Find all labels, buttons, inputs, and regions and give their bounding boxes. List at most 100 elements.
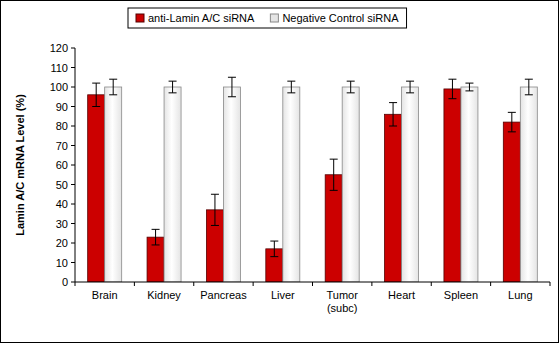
error-bar	[347, 81, 355, 93]
error-cap	[92, 83, 100, 84]
y-tick-label: 60	[56, 159, 68, 171]
x-tick	[490, 282, 491, 286]
y-tick-label: 10	[56, 257, 68, 269]
x-tick-label: Brain	[92, 289, 118, 301]
x-tick	[193, 282, 194, 286]
bar	[503, 122, 520, 282]
x-tick	[431, 282, 432, 286]
label-line: Lung	[508, 289, 532, 301]
bar	[88, 95, 105, 282]
error-cap	[406, 92, 414, 93]
label-line: (subc)	[327, 302, 358, 314]
x-tick-label: Tumor(subc)	[327, 289, 359, 314]
bar	[325, 175, 342, 282]
bar	[283, 87, 300, 282]
error-cap	[152, 229, 160, 230]
error-cap	[287, 92, 295, 93]
error-cap	[508, 112, 516, 113]
y-tick	[71, 282, 75, 283]
error-cap	[270, 256, 278, 257]
error-cap	[92, 106, 100, 107]
error-bar	[228, 77, 236, 97]
label-line: Pancreas	[200, 289, 247, 301]
y-tick	[71, 184, 75, 185]
error-cap	[211, 225, 219, 226]
error-stem	[333, 159, 334, 190]
x-tick-label: Pancreas	[200, 289, 247, 301]
error-cap	[508, 131, 516, 132]
x-tick-label: Spleen	[444, 289, 478, 301]
label-line: Spleen	[444, 289, 478, 301]
label-line: Kidney	[147, 289, 181, 301]
error-stem	[528, 79, 529, 95]
error-stem	[350, 81, 351, 93]
error-bar	[330, 159, 338, 190]
error-cap	[330, 190, 338, 191]
error-cap	[465, 90, 473, 91]
error-bar	[406, 81, 414, 93]
error-bar	[169, 81, 177, 93]
error-cap	[465, 83, 473, 84]
y-tick-label: 120	[50, 42, 68, 54]
error-cap	[169, 81, 177, 82]
error-cap	[152, 244, 160, 245]
y-tick-label: 90	[56, 101, 68, 113]
error-cap	[525, 79, 533, 80]
error-cap	[270, 241, 278, 242]
error-cap	[109, 94, 117, 95]
y-tick	[71, 67, 75, 68]
y-tick	[71, 165, 75, 166]
error-stem	[511, 112, 512, 132]
label-line: Tumor	[327, 289, 359, 301]
error-cap	[169, 92, 177, 93]
y-tick-label: 30	[56, 218, 68, 230]
error-stem	[469, 83, 470, 91]
plot-area	[88, 77, 538, 282]
y-tick-label: 100	[50, 81, 68, 93]
bar	[164, 87, 181, 282]
y-tick	[71, 262, 75, 263]
label-line: Liver	[271, 289, 295, 301]
error-stem	[291, 81, 292, 93]
error-cap	[448, 79, 456, 80]
error-cap	[330, 159, 338, 160]
x-tick	[134, 282, 135, 286]
x-tick	[253, 282, 254, 286]
error-bar	[508, 112, 516, 132]
legend-label: Negative Control siRNA	[282, 12, 399, 24]
x-tick-label: Lung	[508, 289, 532, 301]
error-cap	[448, 98, 456, 99]
error-stem	[113, 79, 114, 95]
chart-svg: 0102030405060708090100110120BrainKidneyP…	[0, 0, 559, 343]
error-stem	[410, 81, 411, 93]
x-tick	[371, 282, 372, 286]
chart-border	[1, 1, 559, 343]
chart-root: 0102030405060708090100110120BrainKidneyP…	[0, 0, 559, 343]
legend-box	[128, 8, 407, 28]
error-cap	[109, 79, 117, 80]
label-line: Heart	[388, 289, 415, 301]
error-stem	[393, 103, 394, 126]
error-bar	[152, 229, 160, 245]
y-tick	[71, 243, 75, 244]
y-tick	[71, 204, 75, 205]
error-stem	[96, 83, 97, 106]
error-bar	[465, 83, 473, 91]
label-line: Brain	[92, 289, 118, 301]
x-tick-label: Liver	[271, 289, 295, 301]
bar	[520, 87, 537, 282]
y-tick-label: 80	[56, 120, 68, 132]
y-tick-label: 20	[56, 237, 68, 249]
legend-swatch	[136, 14, 144, 22]
error-bar	[389, 103, 397, 126]
error-cap	[211, 194, 219, 195]
error-bar	[270, 241, 278, 257]
error-bar	[287, 81, 295, 93]
error-stem	[214, 194, 215, 225]
legend-label: anti-Lamin A/C siRNA	[148, 12, 255, 24]
bar	[444, 89, 461, 282]
error-cap	[228, 77, 236, 78]
y-axis-label: Lamin A/C mRNA Level (%)	[14, 94, 26, 236]
y-tick	[71, 126, 75, 127]
x-tick	[75, 282, 76, 286]
